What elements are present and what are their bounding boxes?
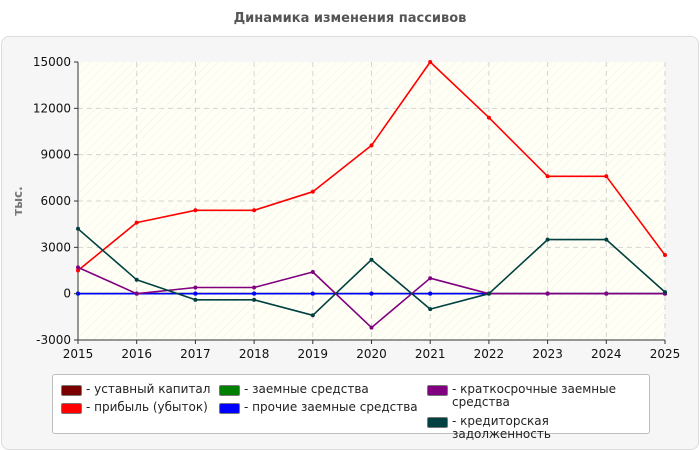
series-point-3 <box>252 291 257 296</box>
series-point-1 <box>545 174 550 179</box>
series-point-1 <box>134 220 139 225</box>
legend-swatch <box>61 385 82 396</box>
x-tick-label: 2025 <box>650 347 681 361</box>
series-point-3 <box>369 291 374 296</box>
series-point-5 <box>663 290 667 295</box>
legend-swatch <box>61 403 82 414</box>
series-point-4 <box>604 291 609 296</box>
series-point-4 <box>252 285 257 290</box>
series-point-4 <box>428 276 433 281</box>
series-point-5 <box>193 297 198 302</box>
x-tick-label: 2019 <box>298 347 329 361</box>
series-point-3 <box>428 291 433 296</box>
y-tick-label: 0 <box>63 287 71 301</box>
series-point-4 <box>310 270 315 275</box>
series-point-3 <box>193 291 198 296</box>
x-tick-label: 2022 <box>474 347 505 361</box>
y-tick-label: 12000 <box>33 101 71 115</box>
legend-item: - прибыль (убыток) <box>61 401 208 414</box>
series-point-1 <box>369 143 374 148</box>
y-tick-label: 3000 <box>40 240 71 254</box>
legend-swatch <box>219 403 240 414</box>
series-point-4 <box>193 285 198 290</box>
series-point-3 <box>310 291 315 296</box>
series-point-1 <box>76 268 80 273</box>
legend-label: - заемные средства <box>244 382 369 396</box>
legend-swatch <box>219 385 240 396</box>
legend-label: - уставный капитал <box>86 382 211 396</box>
x-tick-label: 2021 <box>415 347 446 361</box>
series-point-5 <box>310 313 315 318</box>
legend-swatch <box>427 385 448 396</box>
chart-legend: - уставный капитал - прибыль (убыток) - за… <box>52 374 650 441</box>
legend-label: - прибыль (убыток) <box>86 400 208 414</box>
series-point-5 <box>545 237 550 242</box>
series-point-4 <box>545 291 550 296</box>
legend-swatch <box>427 417 448 428</box>
x-tick-label: 2024 <box>591 347 622 361</box>
y-tick-label: 9000 <box>40 148 71 162</box>
y-tick-label: -3000 <box>36 333 71 347</box>
x-tick-label: 2015 <box>63 347 94 361</box>
legend-item: - прочие заемные средства <box>219 401 418 414</box>
legend-label: - кредиторская задолженность <box>452 414 551 441</box>
x-tick-label: 2016 <box>121 347 152 361</box>
legend-item: - заемные средства <box>219 383 369 396</box>
series-point-1 <box>252 208 257 213</box>
series-point-1 <box>193 208 198 213</box>
series-point-4 <box>369 325 374 330</box>
legend-item: - уставный капитал <box>61 383 210 396</box>
series-point-5 <box>252 297 257 302</box>
chart-title: Динамика изменения пассивов <box>233 11 467 26</box>
series-point-1 <box>428 60 433 64</box>
x-tick-label: 2018 <box>239 347 270 361</box>
x-tick-label: 2017 <box>180 347 211 361</box>
series-point-5 <box>76 226 80 231</box>
series-point-1 <box>604 174 609 179</box>
series-point-4 <box>134 291 139 296</box>
legend-label: - краткосрочные заемные средства <box>452 382 616 409</box>
y-tick-label: 15000 <box>33 55 71 69</box>
series-point-1 <box>486 115 491 120</box>
legend-label: - прочие заемные средства <box>244 400 418 414</box>
y-axis-label: тыс. <box>11 186 25 215</box>
x-tick-label: 2023 <box>532 347 563 361</box>
series-point-5 <box>134 277 139 282</box>
series-point-5 <box>486 291 491 296</box>
x-tick-label: 2020 <box>356 347 387 361</box>
series-point-4 <box>76 265 80 270</box>
series-point-5 <box>604 237 609 242</box>
legend-item: - краткосрочные заемные средства <box>427 383 627 409</box>
series-point-5 <box>369 257 374 262</box>
series-point-1 <box>663 253 667 258</box>
y-tick-label: 6000 <box>40 194 71 208</box>
legend-item: - кредиторская задолженность <box>427 415 649 441</box>
series-point-1 <box>310 189 315 194</box>
series-point-5 <box>428 307 433 312</box>
